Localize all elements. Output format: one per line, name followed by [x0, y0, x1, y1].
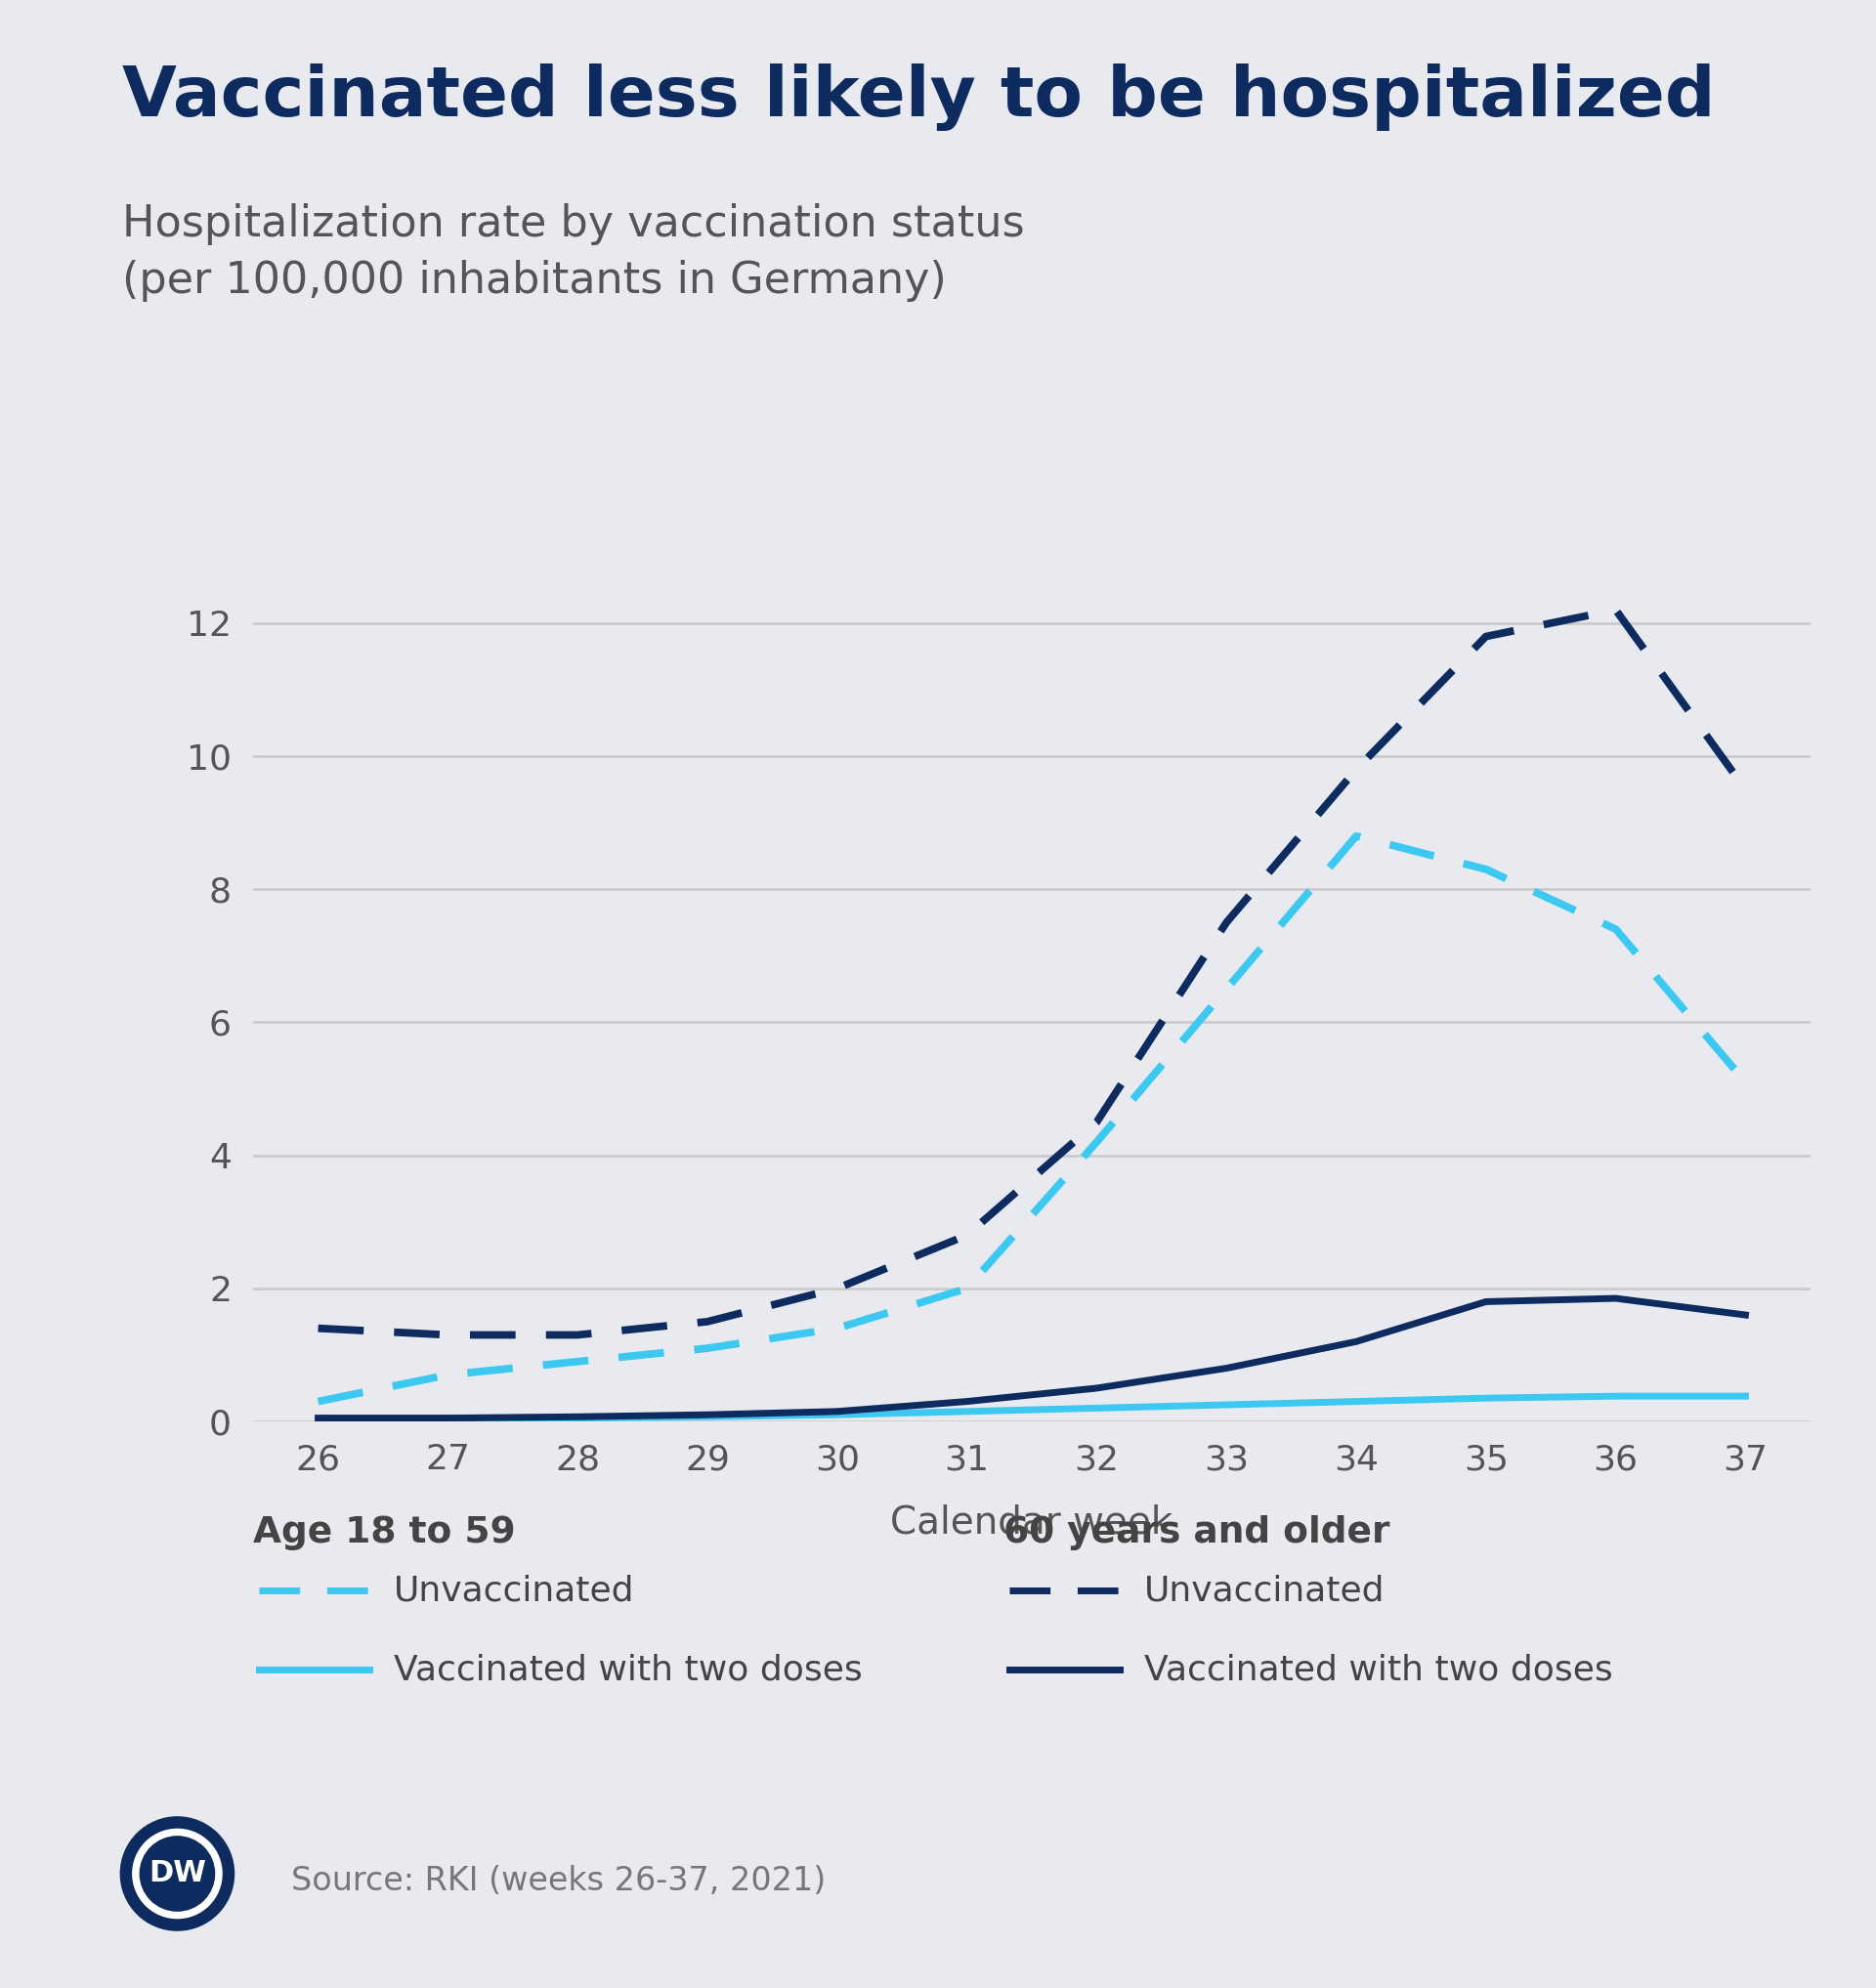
- Text: 60 years and older: 60 years and older: [1004, 1515, 1390, 1551]
- Text: Vaccinated with two doses: Vaccinated with two doses: [394, 1654, 863, 1686]
- Text: Unvaccinated: Unvaccinated: [1144, 1574, 1384, 1606]
- Text: Hospitalization rate by vaccination status
(per 100,000 inhabitants in Germany): Hospitalization rate by vaccination stat…: [122, 203, 1024, 302]
- Circle shape: [141, 1837, 214, 1910]
- Text: Unvaccinated: Unvaccinated: [394, 1574, 634, 1606]
- Text: Age 18 to 59: Age 18 to 59: [253, 1515, 516, 1551]
- Text: Vaccinated with two doses: Vaccinated with two doses: [1144, 1654, 1613, 1686]
- Text: Source: RKI (weeks 26-37, 2021): Source: RKI (weeks 26-37, 2021): [291, 1865, 825, 1897]
- Circle shape: [133, 1829, 221, 1918]
- Text: DW: DW: [148, 1859, 206, 1889]
- Circle shape: [122, 1817, 233, 1930]
- Text: Vaccinated less likely to be hospitalized: Vaccinated less likely to be hospitalize…: [122, 64, 1715, 131]
- X-axis label: Calendar week: Calendar week: [891, 1503, 1172, 1541]
